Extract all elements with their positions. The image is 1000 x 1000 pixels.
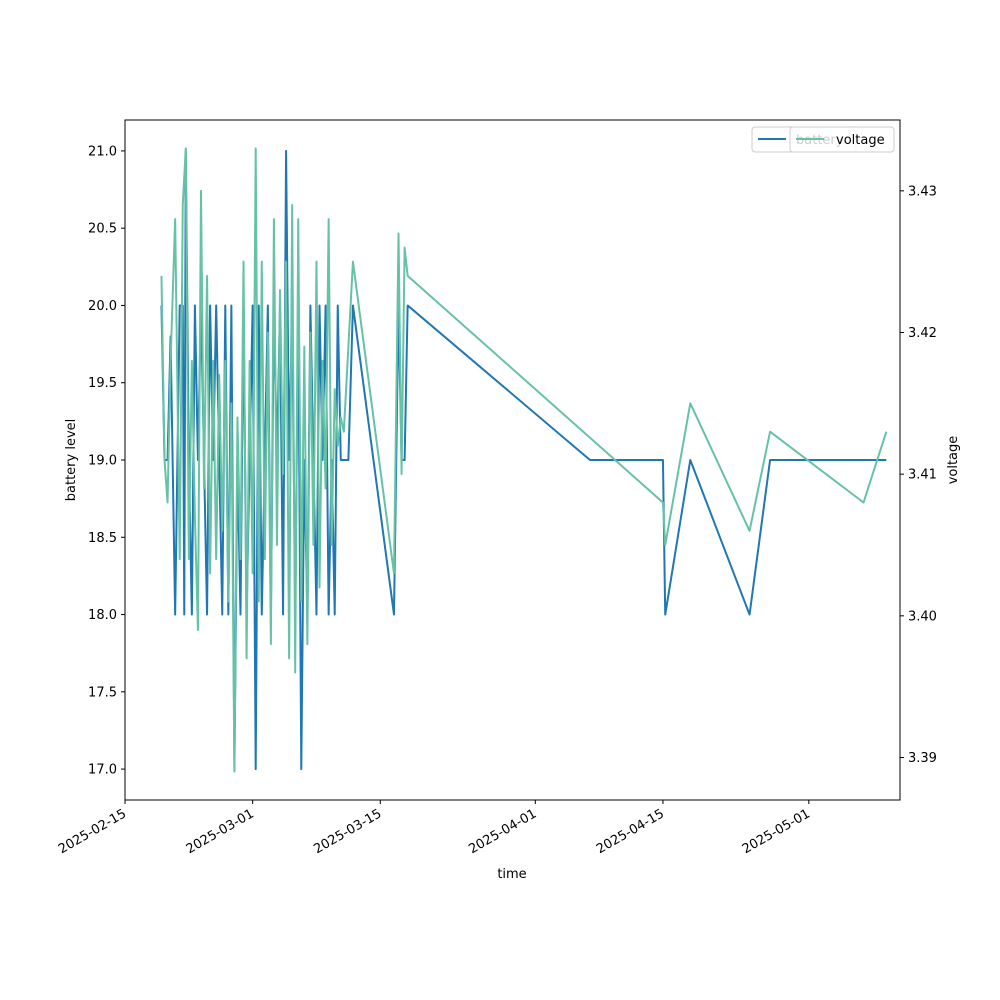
- series-layer: [160, 147, 888, 773]
- left-axis-label: battery level: [64, 419, 79, 502]
- legend-voltage-label: voltage: [836, 133, 885, 148]
- right-tick-label: 3.40: [908, 609, 937, 624]
- right-axis-label: voltage: [946, 436, 961, 485]
- right-tick-label: 3.39: [908, 751, 937, 766]
- legend-voltage: voltage: [789, 126, 895, 153]
- right-tick-label: 3.41: [908, 468, 937, 483]
- legend-voltage-box: [789, 126, 895, 153]
- right-axis-ticks: 3.39 3.40 3.41 3.42 3.43: [900, 184, 937, 766]
- left-tick-label: 17.5: [88, 685, 117, 700]
- left-tick-label: 20.0: [88, 299, 117, 314]
- left-tick-label: 18.5: [88, 531, 117, 546]
- left-tick-label: 17.0: [88, 763, 117, 778]
- left-tick-label: 20.5: [88, 222, 117, 237]
- series-line-voltage: [160, 147, 888, 773]
- right-tick-label: 3.42: [908, 326, 937, 341]
- left-tick-label: 19.5: [88, 376, 117, 391]
- left-tick-label: 19.0: [88, 454, 117, 469]
- left-tick-label: 21.0: [88, 144, 117, 159]
- left-axis-ticks: 17.0 17.5 18.0 18.5 19.0 19.5 20.0 20.5 21.0: [88, 144, 125, 778]
- left-tick-label: 18.0: [88, 608, 117, 623]
- x-axis-label: time: [497, 867, 526, 882]
- right-tick-label: 3.43: [908, 184, 937, 199]
